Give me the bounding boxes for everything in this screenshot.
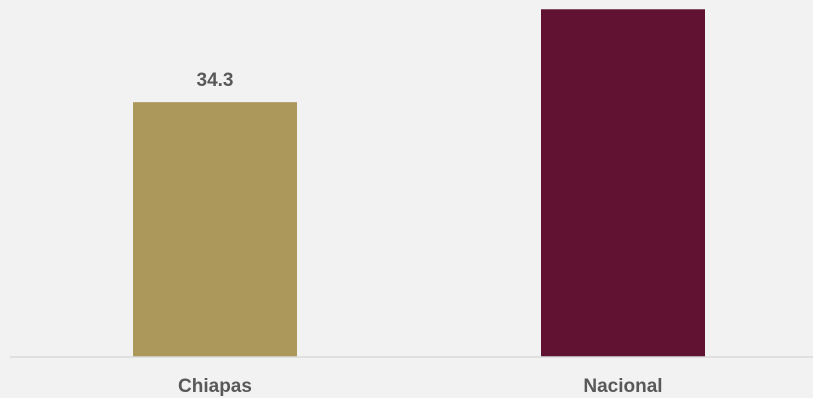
category-label-nacional: Nacional bbox=[583, 376, 662, 397]
data-label-chiapas: 34.3 bbox=[197, 70, 234, 91]
labels-layer: 34.3 Chiapas Nacional bbox=[178, 70, 663, 397]
bar-chiapas bbox=[133, 102, 297, 357]
bar-nacional bbox=[541, 9, 705, 357]
category-label-chiapas: Chiapas bbox=[178, 376, 252, 397]
bars-layer bbox=[133, 9, 705, 357]
